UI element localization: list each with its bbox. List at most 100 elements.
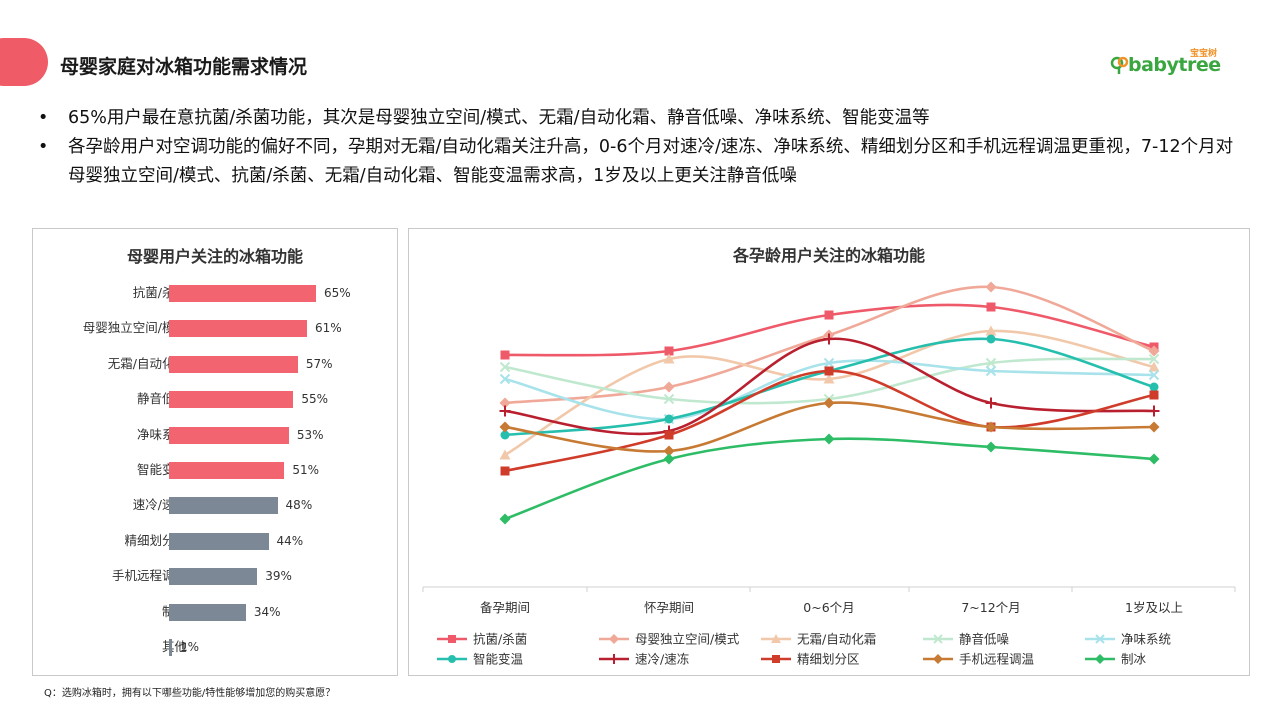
bar-category-label: 其他 [161, 639, 187, 654]
line-point-marker [933, 654, 943, 664]
bar-value-label: 48% [285, 498, 313, 513]
bar-chart-title: 母婴用户关注的冰箱功能 [126, 247, 303, 266]
line-point-marker [663, 381, 675, 393]
line-point-marker [499, 513, 511, 525]
line-point-marker [499, 373, 511, 385]
bar [169, 285, 316, 302]
line-point-marker [499, 397, 511, 409]
bar-row: 智能变温 51% [33, 460, 397, 480]
bar-value-label: 44% [276, 533, 304, 548]
line-point-marker [823, 373, 835, 384]
bar-value-label: 65% [324, 286, 351, 300]
bar-category-label: 无霜/自动化霜 [107, 355, 187, 371]
bar [169, 426, 289, 444]
line-point-marker [1148, 353, 1160, 365]
bar-category-label: 母婴独立空间/模式 [82, 320, 187, 336]
line-point-marker [985, 325, 997, 336]
line-point-marker [986, 302, 996, 312]
bar [169, 320, 307, 338]
bullet-dot: • [38, 108, 49, 128]
bar-value-label: 1% [180, 640, 200, 654]
line-point-marker [823, 333, 835, 345]
bar-value-label: 51% [292, 463, 319, 477]
line-point-marker [609, 654, 619, 664]
line-point-marker [663, 445, 675, 457]
page-title: 母婴家庭对冰箱功能需求情况 [60, 56, 308, 78]
line-point-marker [499, 421, 511, 433]
bar-category-label: 手机远程调温 [111, 568, 187, 584]
line-point-marker [664, 414, 674, 424]
bullet-dot: • [38, 137, 49, 157]
bullet-text: 65%用户最在意抗菌/杀菌功能，其次是母婴独立空间/模式、无霜/自动化霜、静音低… [68, 108, 930, 128]
bar [169, 391, 294, 409]
legend-label: 净味系统 [1121, 632, 1171, 647]
bar-row: 净味系统 53% [33, 425, 397, 445]
line-point-marker [500, 466, 510, 476]
line-point-marker [499, 361, 511, 373]
line-point-marker [823, 357, 835, 369]
line-point-marker [1149, 390, 1159, 400]
line-point-marker [500, 430, 510, 440]
bar [169, 568, 258, 586]
legend-label: 母婴独立空间/模式 [635, 632, 740, 647]
title-accent-pill [0, 38, 48, 86]
line-point-marker [985, 441, 997, 453]
bar-value-label: 57% [305, 356, 333, 371]
line-point-marker [500, 350, 510, 360]
bar-row: 精细划分区 44% [33, 531, 397, 551]
line-chart-panel: 各孕龄用户关注的冰箱功能 备孕期间 怀孕期间 0~6个月 7~12个月 1岁及以上 抗菌/… [408, 228, 1250, 676]
line-point-marker [663, 393, 675, 405]
line-point-marker [1148, 345, 1160, 357]
line-point-marker [1148, 369, 1160, 381]
line-point-marker [824, 310, 834, 320]
line-point-marker [499, 449, 511, 460]
legend-label: 手机远程调温 [959, 652, 1035, 667]
line-point-marker [448, 635, 456, 643]
line-point-marker [985, 421, 997, 433]
bar-value-label: 34% [253, 604, 281, 619]
bar [169, 355, 298, 373]
x-tick-label: 备孕期间 [480, 600, 530, 615]
bar-row: 手机远程调温 39% [33, 566, 397, 586]
line-point-marker [448, 655, 456, 663]
line-point-marker [664, 346, 674, 356]
line-point-marker [609, 634, 619, 644]
line-point-marker [1148, 361, 1160, 372]
bar-row: 其他 1% [33, 637, 397, 657]
series-line [504, 285, 1155, 405]
babytree-logo: 宝宝树 babytree [1110, 46, 1230, 80]
bullet-text: 各孕龄用户对空调功能的偏好不同，孕期对无霜/自动化霜关注升高，0-6个月对速冷/… [68, 137, 1234, 186]
legend-label: 抗菌/杀菌 [473, 632, 527, 647]
bar [169, 462, 285, 479]
bullet-item: • 各孕龄用户对空调功能的偏好不同，孕期对无霜/自动化霜关注升高，0-6个月对速… [38, 133, 1238, 191]
line-point-marker [1095, 654, 1105, 664]
legend-label: 静音低噪 [959, 632, 1010, 647]
bar [169, 603, 246, 621]
bar-row: 制冰34% [33, 602, 397, 622]
bar [169, 497, 278, 515]
legend-label: 智能变温 [473, 652, 524, 667]
x-tick-label: 1岁及以上 [1125, 600, 1183, 615]
legend-label: 速冷/速冻 [635, 652, 689, 667]
logo-chinese-text: 宝宝树 [1190, 49, 1218, 59]
bar-value-label: 55% [301, 392, 329, 407]
line-point-marker [499, 405, 511, 417]
bar [169, 532, 269, 550]
line-point-marker [664, 430, 674, 440]
logo-brand-text: babytree [1128, 54, 1221, 76]
survey-question-footnote: Q：选购冰箱时，拥有以下哪些功能/特性能够增加您的购买意愿？ [44, 688, 336, 699]
line-point-marker [1148, 405, 1160, 417]
summary-bullets: • 65%用户最在意抗菌/杀菌功能，其次是母婴独立空间/模式、无霜/自动化霜、静… [38, 104, 1238, 191]
line-point-marker [1148, 421, 1160, 433]
bar-row: 抗菌/杀菌 65% [33, 283, 397, 303]
line-point-marker [663, 453, 675, 465]
bar-row: 无霜/自动化霜 57% [33, 354, 397, 374]
line-point-marker [823, 397, 835, 409]
x-tick-label: 怀孕期间 [644, 600, 694, 615]
legend-label: 无霜/自动化霜 [797, 632, 876, 647]
logo-tree-icon [1110, 56, 1129, 74]
bar [169, 639, 172, 656]
line-point-marker [823, 433, 835, 445]
line-chart-title: 各孕龄用户关注的冰箱功能 [732, 246, 925, 265]
series-line [504, 369, 1155, 473]
